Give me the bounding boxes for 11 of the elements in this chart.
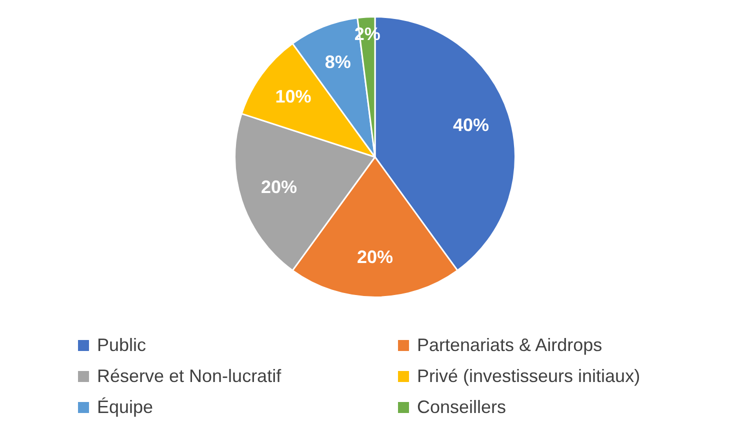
- legend-label: Réserve et Non-lucratif: [96, 365, 282, 387]
- data-label: 10%: [275, 86, 312, 107]
- data-label: 20%: [260, 177, 297, 198]
- legend-label: Public: [96, 334, 148, 356]
- legend-label: Équipe: [96, 396, 154, 418]
- data-label: 20%: [356, 246, 394, 267]
- legend-label: Conseillers: [416, 396, 508, 418]
- data-label: 40%: [453, 114, 490, 135]
- legend-label: Privé (investisseurs initiaux): [416, 365, 642, 387]
- data-label: 8%: [324, 52, 351, 72]
- legend-label: Partenariats & Airdrops: [416, 334, 604, 356]
